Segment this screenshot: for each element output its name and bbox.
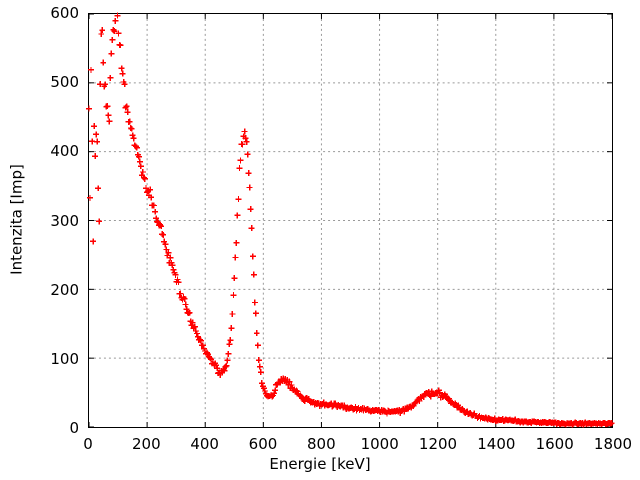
y-tick-label: 0	[69, 419, 79, 437]
x-tick-label: 1600	[535, 435, 574, 453]
x-tick-label: 1200	[418, 435, 458, 453]
x-tick-label: 200	[132, 435, 161, 453]
data-series-spectrum	[86, 12, 615, 428]
y-axis-title: Intenzita [Imp]	[7, 110, 26, 330]
plot-area	[86, 12, 615, 428]
x-tick-label: 1800	[593, 435, 633, 453]
y-tick-label: 100	[50, 349, 79, 368]
x-axis-title-label: Energie [keV]	[269, 455, 371, 473]
x-tick-label: 600	[248, 435, 278, 453]
y-axis-title-label: Intenzita [Imp]	[7, 164, 26, 275]
x-tick-label: 1400	[477, 435, 516, 453]
x-tick-label: 800	[307, 435, 336, 453]
x-tick-label: 0	[83, 435, 93, 453]
scatter-markers	[86, 12, 615, 428]
grid-lines	[89, 14, 612, 427]
x-tick-label: 1000	[360, 435, 399, 453]
y-tick-label: 500	[50, 73, 79, 92]
y-tick-label: 600	[50, 4, 79, 22]
x-axis-title: Energie [keV]	[0, 455, 640, 473]
x-tick-label: 400	[190, 435, 219, 453]
